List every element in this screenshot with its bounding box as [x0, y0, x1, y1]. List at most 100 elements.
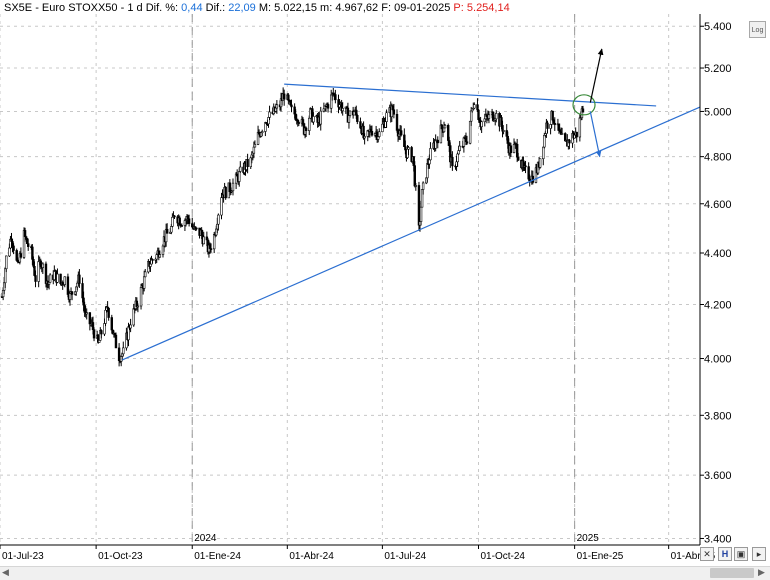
candle-body [428, 159, 431, 165]
candle-body [41, 263, 45, 268]
horizontal-scrollbar[interactable] [0, 566, 770, 580]
y-tick-label: 4.000 [704, 354, 732, 366]
save-icon[interactable]: ▣ [734, 547, 748, 561]
candle-body [568, 139, 571, 144]
candle-body [253, 144, 257, 148]
candle-body [287, 94, 290, 101]
candle-body [399, 130, 403, 136]
diff-value: 22,09 [228, 2, 256, 14]
candle-body [142, 276, 146, 289]
candle-body [252, 146, 256, 154]
date-value: 09-01-2025 [394, 2, 451, 14]
y-tick-label: 5.200 [704, 63, 732, 75]
y-tick-label: 4.800 [704, 152, 732, 164]
candle-body [85, 312, 88, 315]
x-tick-label: 01-Oct-23 [98, 551, 143, 562]
candle-body [363, 136, 366, 139]
candle-body [356, 115, 359, 122]
candle-body [480, 121, 483, 128]
min-value: 4.967,62 [335, 2, 379, 14]
candle-body [5, 255, 8, 270]
candle-body [202, 236, 205, 245]
candle-body [195, 227, 198, 230]
candle-body [63, 276, 66, 285]
candle-body [122, 347, 125, 355]
candle-body [151, 259, 154, 261]
x-tick-label: 01-Ene-25 [577, 551, 624, 562]
x-tick-label: 01-Abr-25 [671, 551, 716, 562]
candle-body [178, 217, 181, 226]
candle-body [564, 133, 567, 142]
candle-body [465, 141, 469, 144]
candle-body [92, 329, 96, 339]
candle-body [392, 109, 396, 115]
symbol: SX5E [4, 2, 33, 14]
candle-body [34, 275, 37, 282]
candle-body [129, 324, 132, 329]
scrollbar-thumb[interactable] [710, 568, 754, 578]
h-button[interactable]: H [718, 547, 732, 561]
max-value: 5.022,15 [274, 2, 317, 14]
candle-body [27, 243, 30, 247]
candle-body [171, 216, 174, 227]
crosshair-icon[interactable]: ✕ [700, 547, 714, 561]
scroll-left-icon[interactable]: ◀ [2, 567, 9, 577]
diff-label: Dif.: [205, 2, 226, 14]
candle-body [440, 124, 444, 130]
candle-body [290, 104, 293, 108]
candle-body [546, 122, 549, 129]
year-label: 2024 [194, 533, 217, 544]
candle-body [282, 93, 286, 100]
x-tick-label: 01-Ene-24 [194, 551, 241, 562]
x-tick-label: 01-Jul-24 [384, 551, 426, 562]
candle-body [509, 145, 513, 154]
price-label: P: [453, 2, 464, 14]
date-label: F: [381, 2, 392, 14]
candle-body [473, 104, 476, 109]
candle-body [487, 114, 491, 119]
price-value: 5.254,14 [466, 2, 510, 14]
instrument-name: Euro STOXX50 [41, 2, 118, 14]
candle-body [239, 166, 242, 172]
candle-body [23, 230, 27, 237]
y-axis-labels: 5.400 5.200 5.000 4.800 4.600 4.400 4.200 4.000… [704, 21, 732, 545]
candle-body [220, 197, 223, 216]
candle-body [502, 130, 505, 132]
candle-body [297, 122, 301, 124]
candle-body [575, 131, 578, 138]
candle-body [98, 340, 101, 343]
candle-body [155, 254, 158, 260]
candle-body [348, 110, 352, 116]
x-axis-labels: 01-Jul-23 01-Oct-23 01-Ene-24 01-Abr-24 01-J… [2, 551, 716, 562]
x-tick-label: 01-Jul-23 [2, 551, 44, 562]
candle-body [187, 218, 191, 224]
candle-body [114, 334, 118, 349]
scroll-right-icon[interactable]: ▶ [758, 567, 765, 577]
candle-body [268, 111, 271, 118]
x-tick-label: 01-Abr-24 [289, 551, 334, 562]
candle-body [209, 248, 213, 250]
log-scale-button[interactable]: Log [749, 21, 766, 38]
max-label: M: [258, 2, 272, 14]
candle-body [524, 165, 527, 168]
candle-body [553, 123, 556, 125]
candle-body [407, 147, 410, 150]
candle-body [378, 131, 381, 137]
candle-body [224, 186, 227, 199]
candle-body [19, 253, 23, 258]
candle-body [100, 330, 103, 335]
y-tick-label: 5.000 [704, 106, 732, 118]
candle-body [495, 113, 498, 120]
header-sep: - [32, 2, 42, 14]
candle-body [542, 146, 545, 160]
expand-icon[interactable]: ▸ [752, 547, 766, 561]
candle-body [334, 94, 337, 101]
candle-body [458, 145, 461, 151]
candle-body [404, 146, 407, 151]
candle-body [48, 274, 52, 283]
candle-body [456, 153, 459, 163]
candle-body [158, 254, 162, 258]
candle-body [341, 108, 344, 112]
candle-body [110, 317, 113, 331]
